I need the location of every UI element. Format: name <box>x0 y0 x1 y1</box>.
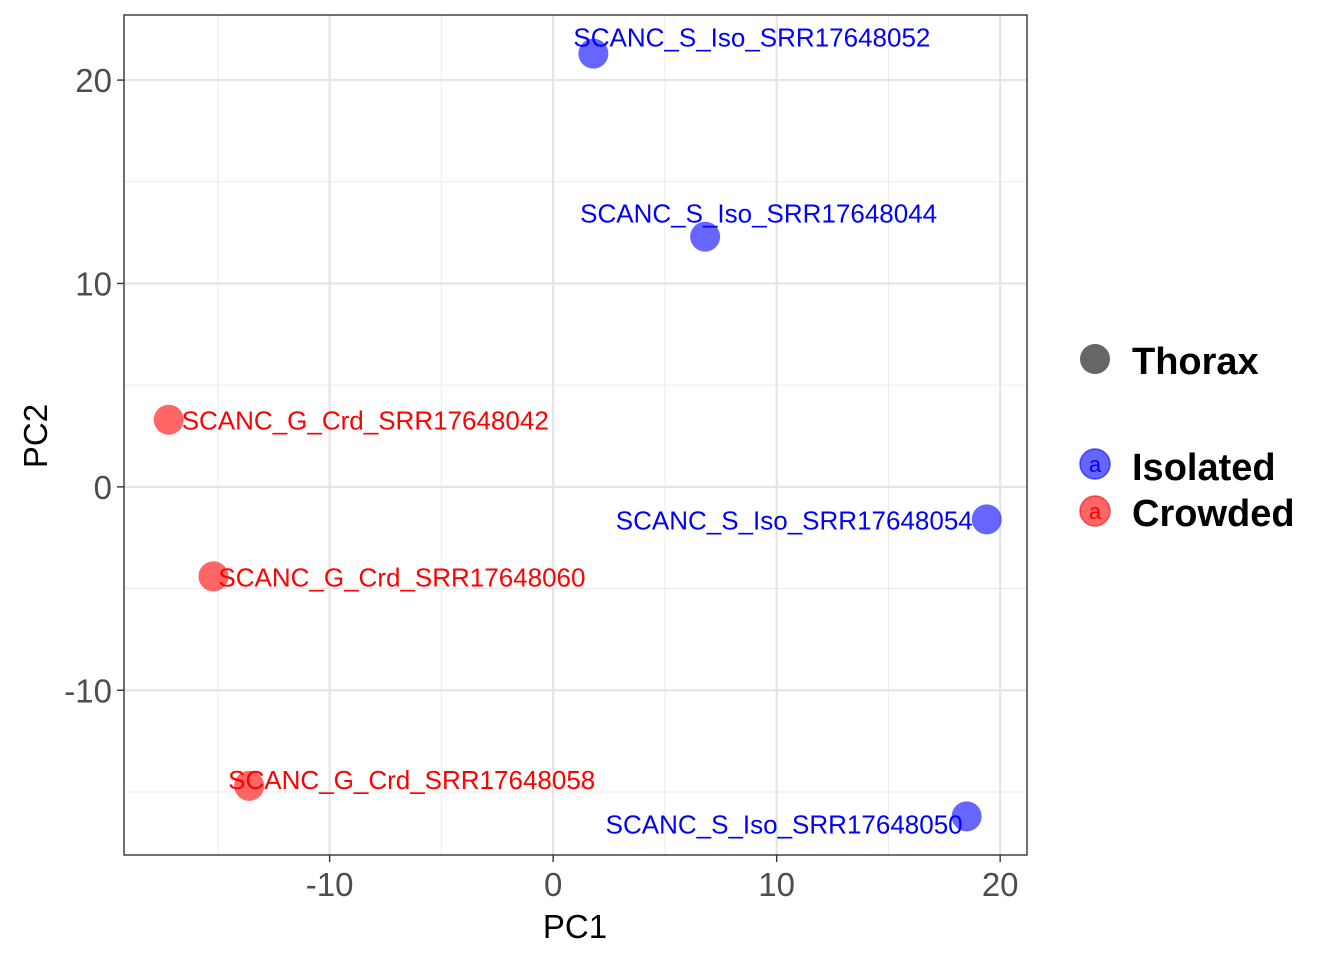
data-point-isolated <box>951 801 982 832</box>
point-label-isolated: SCANC_S_Iso_SRR17648044 <box>580 199 937 229</box>
y-axis-ticks: -10 0 10 20 <box>64 62 124 709</box>
point-label-crowded: SCANC_G_Crd_SRR17648060 <box>218 562 585 592</box>
x-axis-ticks: -10 0 10 20 <box>306 855 1019 903</box>
point-label-crowded: SCANC_G_Crd_SRR17648058 <box>228 765 595 795</box>
y-tick-label: 10 <box>75 265 112 302</box>
point-label-isolated: SCANC_S_Iso_SRR17648054 <box>616 505 973 535</box>
legend-label-isolated: Isolated <box>1132 447 1276 489</box>
legend-shape-label: Thorax <box>1132 341 1259 383</box>
plot-panel-border <box>123 14 1028 856</box>
point-label-crowded: SCANC_G_Crd_SRR17648042 <box>182 406 549 436</box>
legend-key-letter-isolated: a <box>1089 452 1102 477</box>
y-axis-title: PC2 <box>17 404 54 468</box>
data-point-crowded <box>153 404 184 435</box>
data-point-isolated <box>578 38 609 69</box>
x-tick-label: 0 <box>544 866 562 903</box>
y-tick-label: 0 <box>94 469 112 506</box>
x-tick-label: 10 <box>758 866 795 903</box>
point-label-isolated: SCANC_S_Iso_SRR17648052 <box>573 23 930 53</box>
x-tick-label: -10 <box>306 866 354 903</box>
data-point-isolated <box>971 504 1002 535</box>
data-point-isolated <box>690 221 721 252</box>
legend-key-isolated <box>1079 448 1111 480</box>
legend-key-crowded <box>1079 495 1111 527</box>
legend-label-crowded: Crowded <box>1132 493 1295 535</box>
major-gridlines <box>124 15 1027 855</box>
data-point-crowded <box>198 561 229 592</box>
legend-key-letter-crowded: a <box>1089 499 1102 524</box>
x-tick-label: 20 <box>982 866 1019 903</box>
data-points <box>153 38 1002 832</box>
y-tick-label: 20 <box>75 62 112 99</box>
legend: Thorax a Isolated a Crowded <box>1079 341 1295 535</box>
legend-shape-key <box>1080 344 1110 374</box>
y-tick-label: -10 <box>64 672 112 709</box>
point-labels: SCANC_S_Iso_SRR17648052 SCANC_S_Iso_SRR17… <box>182 23 973 840</box>
data-point-crowded <box>234 770 265 801</box>
minor-gridlines <box>124 15 1027 855</box>
x-axis-title: PC1 <box>543 908 607 945</box>
point-label-isolated: SCANC_S_Iso_SRR17648050 <box>606 809 963 839</box>
